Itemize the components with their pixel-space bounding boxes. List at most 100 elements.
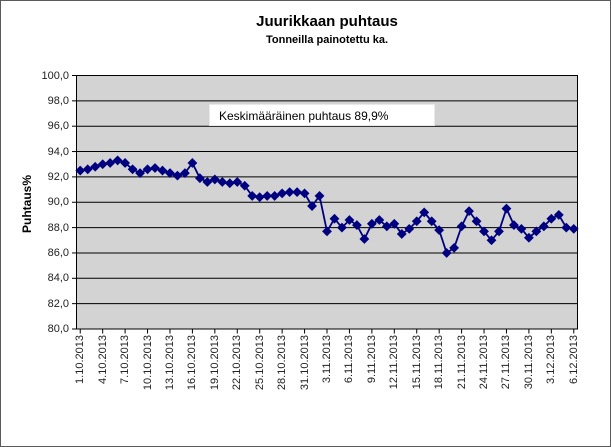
average-annotation: Keskimääräinen puhtaus 89,9%: [209, 104, 435, 126]
data-point-marker: [561, 222, 572, 233]
x-tick-label: 9.11.2013: [365, 335, 378, 384]
data-point-marker: [352, 220, 362, 230]
data-point-marker: [449, 242, 460, 253]
data-point-marker: [120, 158, 131, 168]
data-point-marker: [411, 216, 422, 227]
y-tick-label: 84,0: [47, 272, 69, 285]
x-tick-label: 21.11.2013: [455, 335, 468, 390]
data-point-marker: [165, 168, 175, 179]
data-point-marker: [172, 170, 183, 181]
x-tick-label: 3.12.2013: [545, 335, 558, 384]
x-tick-label: 19.10.2013: [208, 335, 221, 391]
data-point-marker: [299, 188, 310, 199]
data-point-marker: [344, 215, 355, 225]
data-point-marker: [374, 215, 385, 225]
data-point-marker: [426, 216, 437, 227]
data-point-marker: [82, 164, 93, 175]
data-point-marker: [486, 235, 497, 246]
x-tick-label: 18.11.2013: [433, 335, 446, 390]
x-tick-label: 4.10.2013: [96, 335, 109, 384]
chart-title: Juurikkaan puhtaus: [256, 13, 398, 30]
data-point-marker: [157, 165, 168, 176]
x-tick-label: 6.11.2013: [343, 335, 356, 384]
data-point-marker: [292, 187, 302, 198]
data-point-marker: [471, 216, 482, 227]
chart-subtitle: Tonneilla painotettu ka.: [265, 34, 389, 46]
data-point-marker: [232, 177, 243, 187]
data-point-marker: [538, 221, 549, 232]
x-tick-label: 6.12.2013: [567, 335, 580, 384]
data-point-marker: [419, 207, 430, 218]
y-tick-label: 90,0: [47, 196, 69, 209]
data-point-marker: [464, 206, 474, 217]
x-tick-label: 16.10.2013: [186, 335, 199, 391]
x-tick-label: 27.11.2013: [500, 335, 513, 390]
x-tick-label: 1.10.2013: [74, 335, 87, 384]
data-point-marker: [217, 177, 228, 187]
data-point-marker: [531, 226, 542, 237]
x-tick-label: 12.11.2013: [388, 335, 401, 390]
data-point-marker: [194, 173, 205, 184]
y-tick-label: 92,0: [47, 170, 69, 183]
data-point-marker: [284, 187, 295, 198]
data-point-marker: [359, 234, 370, 244]
y-tick-label: 94,0: [47, 145, 69, 158]
data-point-marker: [456, 221, 467, 232]
data-point-marker: [441, 248, 452, 258]
data-point-marker: [112, 155, 123, 166]
annotation-text: Keskimääräinen puhtaus 89,9%: [219, 109, 389, 123]
data-point-marker: [314, 191, 325, 201]
data-point-marker: [516, 223, 527, 234]
x-tick-label: 7.10.2013: [119, 335, 132, 384]
data-point-marker: [209, 174, 220, 185]
data-point-marker: [307, 201, 317, 211]
data-point-marker: [329, 213, 340, 224]
data-point-marker: [262, 191, 273, 201]
y-tick-label: 86,0: [47, 246, 69, 259]
x-tick-label: 10.10.2013: [141, 335, 154, 391]
data-point-marker: [269, 191, 280, 201]
x-tick-label: 30.11.2013: [522, 335, 535, 390]
data-point-marker: [366, 218, 377, 229]
data-point-marker: [381, 221, 392, 232]
data-point-marker: [187, 158, 198, 168]
data-point-marker: [553, 210, 564, 220]
data-point-marker: [150, 163, 160, 173]
data-point-marker: [90, 161, 101, 172]
x-tick-label: 3.11.2013: [321, 335, 333, 384]
x-tick-label: 24.11.2013: [478, 335, 491, 390]
data-point-marker: [202, 177, 213, 187]
y-tick-label: 96,0: [47, 120, 69, 133]
data-point-marker: [180, 168, 190, 179]
y-tick-label: 100,0: [41, 69, 69, 82]
data-point-marker: [434, 225, 445, 236]
data-point-marker: [135, 168, 145, 179]
data-point-marker: [105, 158, 116, 168]
data-point-marker: [404, 223, 415, 234]
x-tick-label: 15.11.2013: [410, 335, 423, 390]
x-tick-label: 25.10.2013: [253, 335, 266, 391]
data-point-marker: [337, 222, 347, 233]
y-tick-label: 80,0: [47, 323, 69, 335]
x-tick-label: 13.10.2013: [163, 335, 176, 391]
x-tick-label: 31.10.2013: [298, 335, 311, 391]
y-tick-label: 88,0: [47, 221, 69, 234]
data-point-marker: [127, 164, 138, 175]
data-point-marker: [239, 180, 250, 191]
data-point-marker: [523, 232, 534, 243]
data-point-marker: [494, 226, 504, 237]
y-tick-label: 82,0: [47, 297, 69, 310]
x-tick-label: 28.10.2013: [276, 335, 289, 391]
data-point-marker: [568, 223, 579, 234]
data-point-marker: [322, 226, 332, 237]
data-point-marker: [501, 203, 512, 214]
x-tick-label: 22.10.2013: [231, 335, 244, 391]
data-point-marker: [509, 220, 519, 230]
data-point-marker: [389, 218, 400, 229]
data-point-marker: [479, 226, 489, 237]
y-tick-label: 98,0: [47, 94, 69, 107]
data-point-marker: [396, 229, 407, 239]
data-point-marker: [247, 191, 258, 201]
data-point-marker: [546, 213, 557, 224]
